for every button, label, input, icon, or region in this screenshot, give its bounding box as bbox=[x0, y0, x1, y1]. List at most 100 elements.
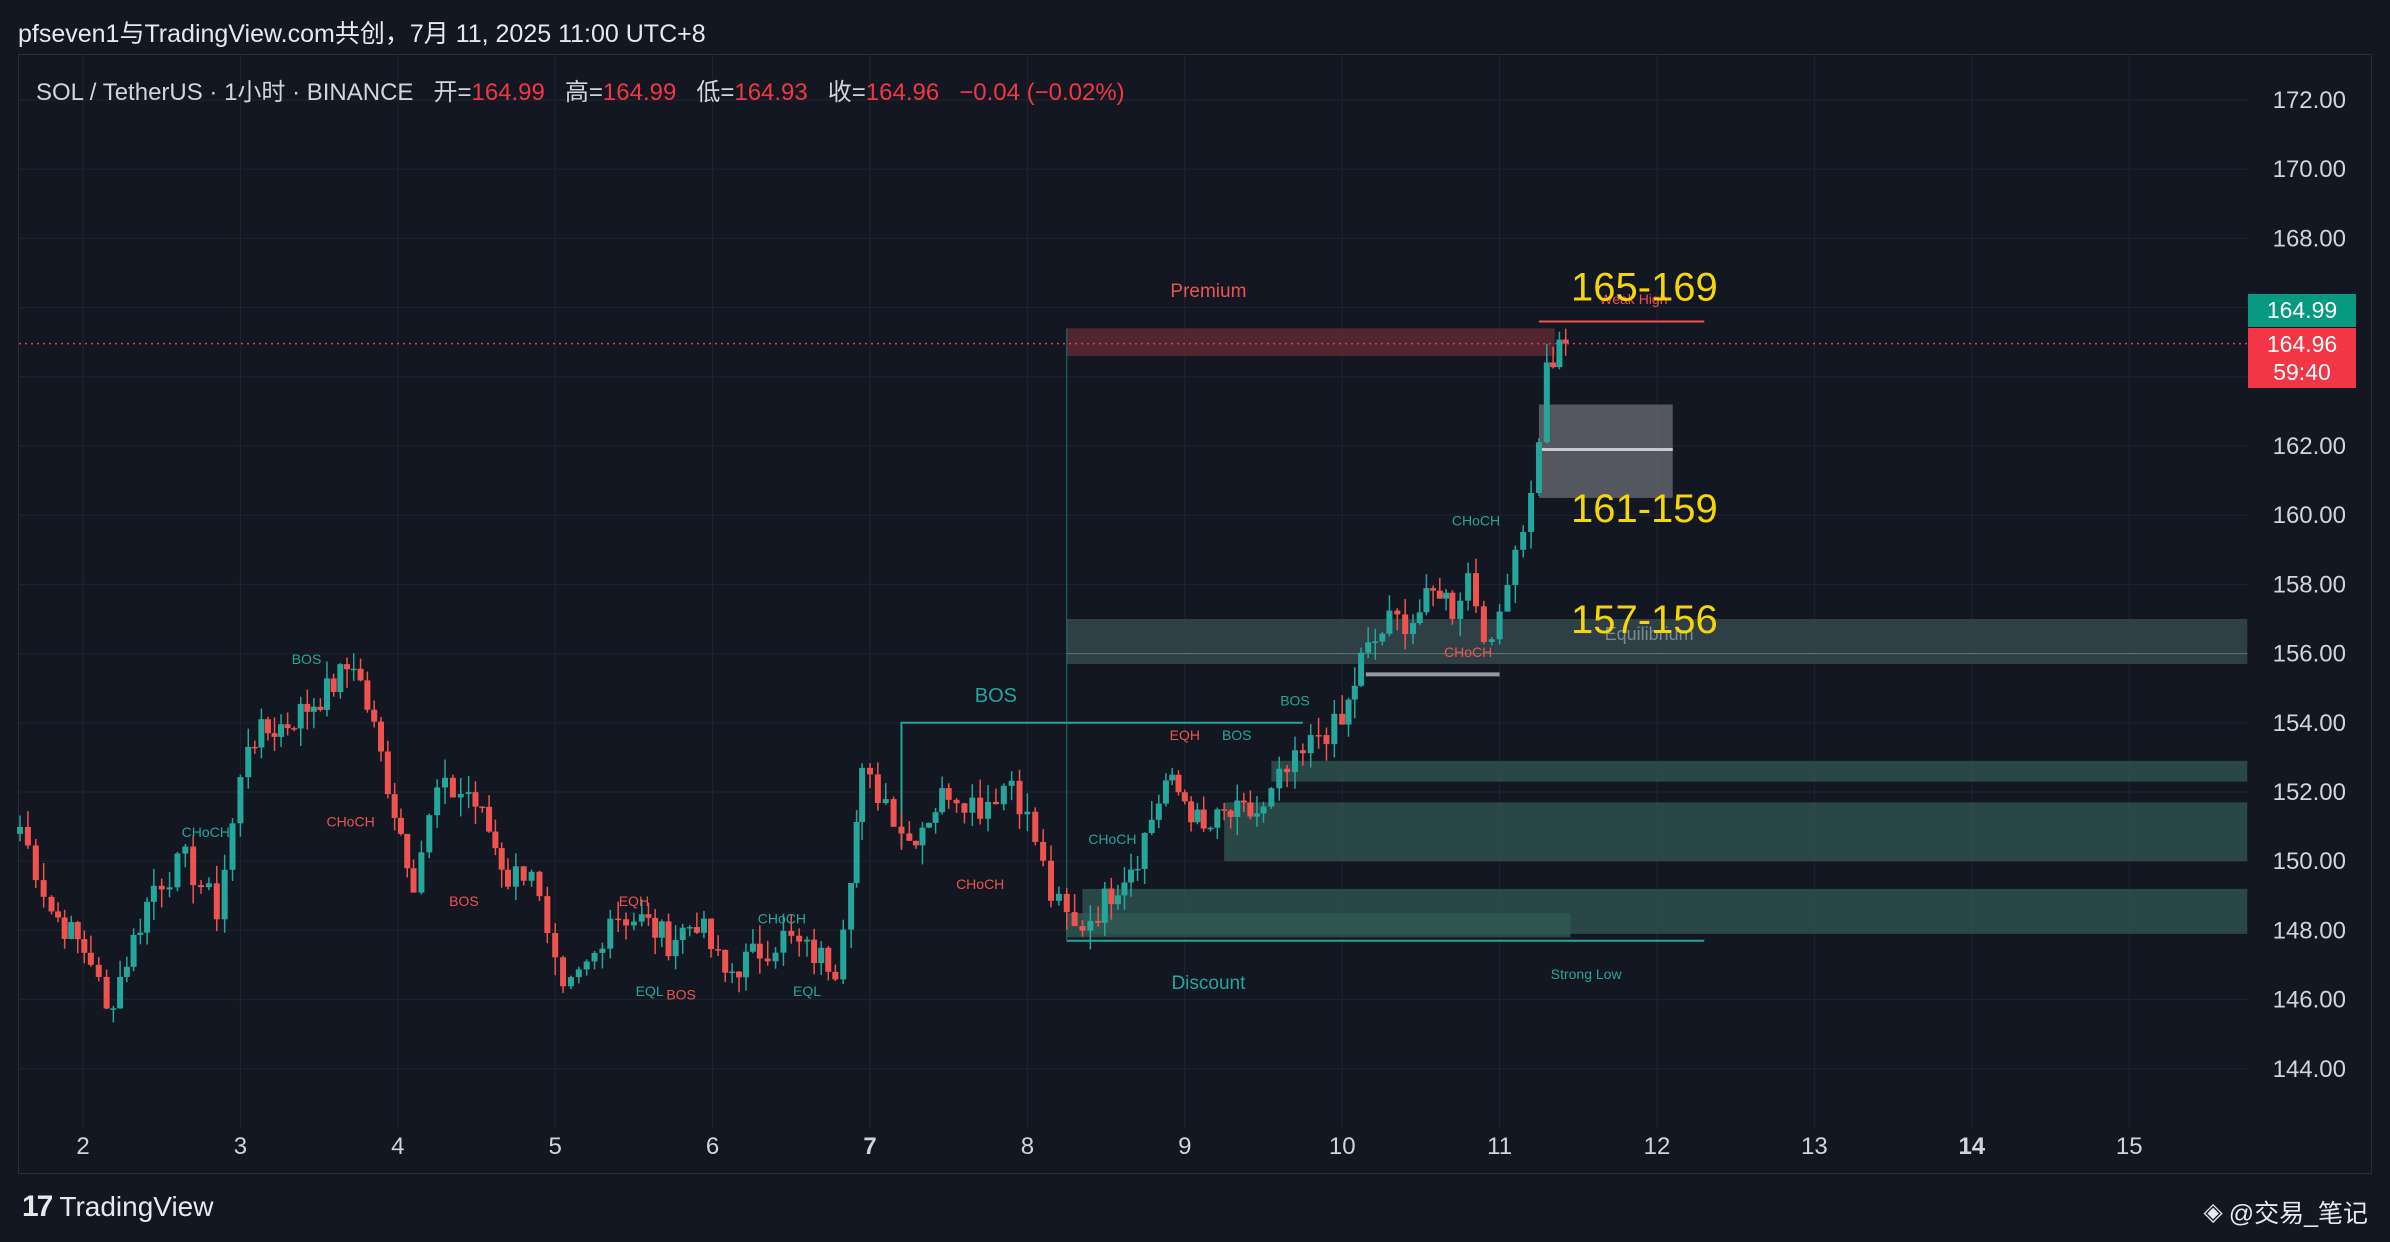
candle bbox=[486, 795, 493, 833]
candle bbox=[1260, 801, 1267, 823]
candle-body bbox=[867, 767, 873, 775]
candle bbox=[1016, 769, 1023, 829]
x-tick-label: 15 bbox=[2116, 1133, 2143, 1160]
candle-body bbox=[150, 885, 157, 902]
candle-body bbox=[945, 788, 952, 800]
structure-label: EQH bbox=[1170, 727, 1200, 743]
candle-body bbox=[479, 806, 486, 809]
candle-body bbox=[1457, 600, 1464, 619]
close-label: 收= bbox=[827, 79, 866, 106]
candle-body bbox=[264, 719, 271, 734]
candle bbox=[1181, 789, 1188, 805]
candle-body bbox=[1175, 774, 1182, 793]
candle bbox=[906, 821, 913, 841]
candle-body bbox=[729, 971, 736, 973]
structure-label: CHoCH bbox=[758, 910, 806, 926]
candle-body bbox=[780, 930, 787, 953]
candle bbox=[504, 858, 511, 890]
candle-body bbox=[404, 833, 411, 869]
candle-body bbox=[384, 751, 391, 795]
candle-body bbox=[1214, 809, 1221, 828]
candle-body bbox=[166, 887, 173, 890]
candle-body bbox=[1101, 888, 1108, 923]
author-watermark: ◈ @交易_笔记 bbox=[2203, 1194, 2368, 1230]
candle-body bbox=[756, 943, 763, 959]
candle-body bbox=[317, 706, 324, 710]
zone-discount bbox=[1066, 913, 1571, 938]
candle bbox=[977, 779, 984, 825]
candle-body bbox=[1449, 592, 1456, 619]
candle bbox=[1253, 796, 1260, 827]
candle-body bbox=[1358, 652, 1365, 686]
candle bbox=[1200, 796, 1207, 832]
change-value: −0.04 (−0.02%) bbox=[959, 79, 1125, 106]
candle-body bbox=[17, 826, 24, 834]
low-value: 164.93 bbox=[734, 79, 808, 106]
candle bbox=[1496, 604, 1503, 645]
candle-body bbox=[1095, 920, 1102, 923]
candle bbox=[1024, 793, 1031, 832]
structure-label: BOS bbox=[666, 987, 696, 1003]
candle bbox=[1315, 717, 1322, 749]
candle-body bbox=[672, 939, 679, 957]
candle bbox=[479, 806, 486, 813]
candle-body bbox=[591, 952, 598, 962]
candle-body bbox=[123, 966, 130, 977]
candle bbox=[1095, 906, 1102, 927]
candle bbox=[1339, 695, 1346, 725]
candle bbox=[1543, 343, 1550, 444]
candle-body bbox=[853, 821, 860, 884]
y-tick-label: 144.00 bbox=[2273, 1056, 2346, 1083]
candle-body bbox=[796, 935, 803, 942]
candle bbox=[756, 925, 763, 974]
candle bbox=[24, 811, 31, 849]
candle-body bbox=[1351, 685, 1358, 700]
y-tick-label: 170.00 bbox=[2273, 156, 2346, 183]
symbol-label[interactable]: SOL / TetherUS · 1小时 · BINANCE bbox=[36, 79, 414, 106]
candle-body bbox=[498, 848, 505, 870]
candle-body bbox=[1315, 735, 1322, 737]
candle-body bbox=[1423, 588, 1430, 613]
x-tick-label: 7 bbox=[863, 1133, 876, 1160]
high-value: 164.99 bbox=[602, 79, 677, 106]
candle-body bbox=[1488, 639, 1495, 642]
candle-body bbox=[1194, 809, 1201, 823]
candle bbox=[1351, 667, 1358, 719]
candle bbox=[221, 854, 228, 933]
candle-body bbox=[1200, 809, 1207, 829]
candle-body bbox=[1307, 735, 1314, 754]
candle-body bbox=[344, 664, 351, 670]
candle bbox=[410, 859, 417, 893]
candle bbox=[40, 863, 47, 908]
candle bbox=[245, 728, 252, 789]
structure-label: BOS bbox=[292, 651, 322, 667]
candle-body bbox=[693, 927, 700, 933]
candle-body bbox=[652, 917, 659, 938]
candle-body bbox=[130, 934, 137, 967]
candle-body bbox=[992, 801, 999, 805]
candle-body bbox=[985, 801, 992, 819]
candle bbox=[630, 912, 637, 931]
candle bbox=[1423, 574, 1430, 616]
current-price-value: 164.96 bbox=[2266, 331, 2338, 357]
candle-body bbox=[1535, 442, 1542, 493]
candle-body bbox=[788, 930, 795, 936]
candle bbox=[658, 919, 665, 948]
candle bbox=[87, 935, 94, 967]
candle-body bbox=[1260, 806, 1267, 814]
candle-body bbox=[700, 918, 707, 933]
candle-body bbox=[1227, 810, 1234, 817]
candle bbox=[123, 956, 130, 983]
x-tick-label: 4 bbox=[391, 1133, 404, 1160]
candle-body bbox=[1221, 809, 1228, 811]
tradingview-brand[interactable]: 17 TradingView bbox=[22, 1190, 213, 1224]
candle-body bbox=[1556, 339, 1563, 368]
candle bbox=[55, 902, 62, 923]
candle-body bbox=[1339, 713, 1346, 725]
zone-demand-1 bbox=[1271, 760, 2248, 782]
candle-body bbox=[912, 840, 919, 846]
candle-body bbox=[1550, 362, 1557, 368]
candle bbox=[297, 696, 304, 746]
candle bbox=[1430, 585, 1437, 607]
